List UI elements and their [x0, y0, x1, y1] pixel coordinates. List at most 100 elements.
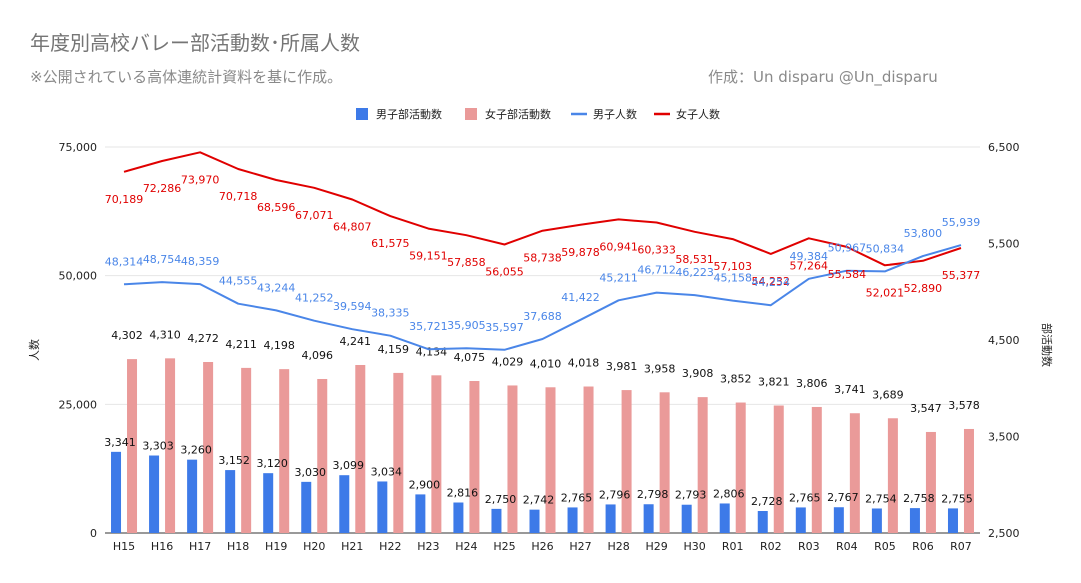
line-male-members-label: 45,211	[599, 271, 638, 284]
bar-label-male-club: 3,260	[180, 444, 212, 457]
bar-male-club	[719, 503, 730, 533]
x-tick-label: R02	[760, 540, 782, 553]
x-axis-ticks: H15 H16 H17 H18 H19 H20 H21 H22 H23 H24 H25 H26 H27 H…	[113, 540, 972, 553]
line-male-members-label: 37,688	[523, 310, 562, 323]
bar-female-club	[925, 431, 936, 533]
line-female-members-label: 59,151	[409, 250, 448, 263]
line-male-members-label: 45,158	[713, 272, 752, 285]
bar-label-male-club: 2,900	[409, 478, 441, 491]
bar-label-female-club: 3,958	[644, 362, 676, 375]
line-female-members-label: 60,333	[637, 243, 676, 256]
bar-label-female-club: 4,029	[492, 355, 524, 368]
bar-label-female-club: 4,310	[149, 328, 181, 341]
x-tick-label: H27	[569, 540, 591, 553]
line-male-members-label: 48,754	[143, 253, 182, 266]
x-tick-label: H19	[265, 540, 287, 553]
x-tick-label: H24	[455, 540, 477, 553]
line-male-members-label: 46,223	[675, 266, 714, 279]
bar-label-female-club: 3,547	[910, 402, 942, 415]
line-female-members-label: 59,878	[561, 246, 600, 259]
bar-label-male-club: 3,120	[256, 457, 288, 470]
bar-female-club	[697, 397, 708, 533]
bar-label-female-club: 4,075	[454, 351, 486, 364]
bar-male-club	[529, 509, 540, 533]
line-female-members-label: 67,071	[295, 209, 334, 222]
line-male-members-label: 53,800	[904, 227, 943, 240]
lines	[123, 151, 962, 351]
line-female-members-label: 64,807	[333, 220, 372, 233]
line-male-members-label: 39,594	[333, 300, 372, 313]
line-male-members	[123, 244, 962, 351]
bar-male-club	[833, 507, 844, 533]
bar-label-male-club: 2,742	[523, 494, 555, 507]
bar-female-club	[849, 413, 860, 533]
line-female-members-label: 57,858	[447, 256, 486, 269]
right-tick-label: 6,500	[988, 141, 1020, 154]
left-tick-label: 75,000	[59, 141, 98, 154]
bar-label-male-club: 3,099	[333, 459, 365, 472]
bar-label-male-club: 2,806	[713, 487, 745, 500]
bar-male-club	[263, 473, 274, 533]
line-female-members-label: 70,718	[219, 190, 258, 203]
bar-male-club	[757, 510, 768, 533]
bar-label-female-club: 4,096	[301, 349, 333, 362]
bar-label-female-club: 4,198	[263, 339, 295, 352]
bar-female-club	[203, 362, 214, 533]
bar-female-club	[165, 358, 176, 533]
line-male-members-label: 38,335	[371, 307, 410, 320]
right-tick-label: 2,500	[988, 527, 1020, 540]
bar-female-club	[583, 386, 594, 533]
bar-male-club	[187, 459, 198, 533]
x-tick-label: R07	[950, 540, 972, 553]
x-tick-label: R04	[836, 540, 858, 553]
x-tick-label: H23	[417, 540, 439, 553]
bar-label-male-club: 3,030	[294, 466, 326, 479]
bar-label-female-club: 4,159	[378, 343, 410, 356]
line-male-members-label: 35,597	[485, 321, 524, 334]
bar-female-club	[317, 378, 328, 533]
line-male-members-label: 46,712	[637, 264, 676, 277]
bar-label-male-club: 2,728	[751, 495, 783, 508]
line-female-members-label: 52,021	[866, 286, 905, 299]
line-female-members-label: 56,055	[485, 266, 524, 279]
x-tick-label: H21	[341, 540, 363, 553]
bar-label-female-club: 4,272	[187, 332, 219, 345]
chart-subtitle: ※公開されている高体連統計資料を基に作成。	[30, 68, 342, 86]
line-female-members-label: 72,286	[143, 182, 182, 195]
bar-female-club	[735, 402, 746, 533]
chart-credit: 作成：Un disparu @Un_disparu	[708, 68, 938, 87]
x-tick-label: R05	[874, 540, 896, 553]
line-female-members-label: 54,232	[752, 275, 791, 288]
left-axis-label: 人数	[28, 339, 41, 361]
bar-label-female-club: 4,010	[530, 357, 562, 370]
bars	[111, 358, 974, 533]
bar-label-male-club: 2,765	[561, 491, 593, 504]
bar-label-female-club: 4,302	[111, 329, 143, 342]
bar-label-male-club: 2,765	[789, 491, 821, 504]
bar-label-male-club: 2,767	[827, 491, 859, 504]
bar-label-male-club: 2,798	[637, 488, 669, 501]
bar-label-male-club: 2,796	[599, 488, 631, 501]
bar-female-club	[545, 387, 556, 533]
x-tick-label: H25	[493, 540, 515, 553]
bar-male-club	[643, 504, 654, 533]
x-tick-label: H18	[227, 540, 249, 553]
bar-male-club	[871, 508, 882, 533]
bar-label-male-club: 2,750	[485, 493, 517, 506]
bar-male-club	[491, 508, 502, 533]
right-axis-label: 部活動数	[1040, 323, 1054, 367]
bar-male-club	[415, 494, 426, 533]
bar-label-female-club: 3,821	[758, 376, 790, 389]
bar-labels: 3,341 4,302 3,303 4,310 3,260 4,272 3,152 4,211…	[104, 328, 979, 508]
line-male-members-label: 44,555	[219, 275, 258, 288]
bar-label-female-club: 4,018	[568, 357, 600, 370]
bar-female-club	[241, 367, 252, 533]
bar-label-male-club: 3,303	[142, 440, 174, 453]
line-female-members-label: 57,103	[713, 260, 752, 273]
bar-female-club	[887, 418, 898, 533]
x-tick-label: H20	[303, 540, 325, 553]
bar-male-club	[377, 481, 388, 533]
bar-label-male-club: 3,152	[218, 454, 250, 467]
line-female-members-label: 55,377	[942, 269, 981, 282]
bar-label-male-club: 2,816	[447, 487, 479, 500]
